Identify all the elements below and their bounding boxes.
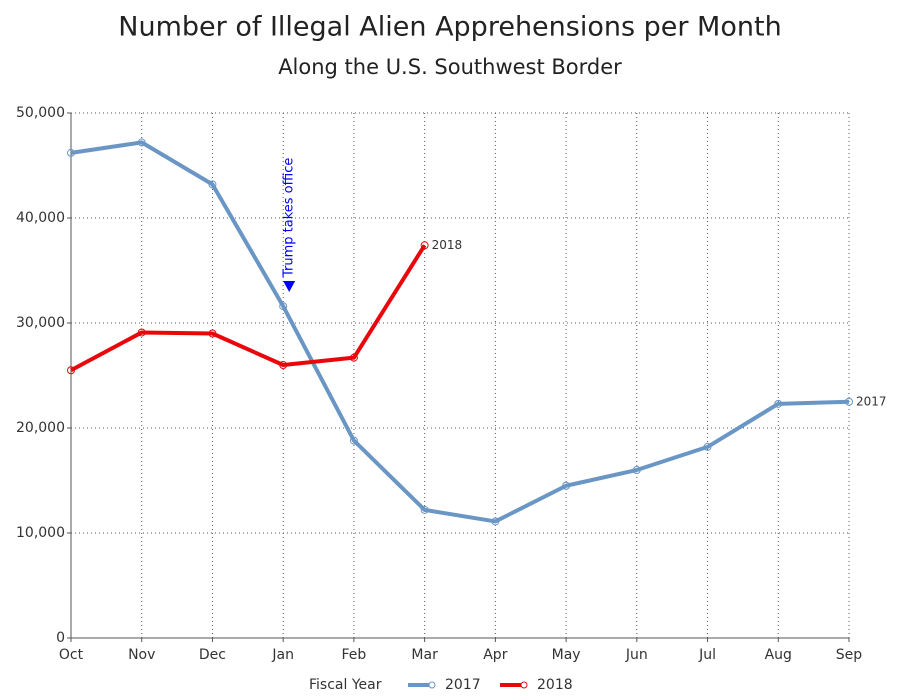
x-tick-label: Jan bbox=[271, 647, 294, 663]
x-tick-label: Nov bbox=[128, 647, 155, 663]
point-marker bbox=[279, 361, 288, 369]
point-marker bbox=[632, 466, 641, 474]
point-marker bbox=[491, 517, 500, 526]
series-end-label: 2018 bbox=[432, 238, 463, 252]
chart-title: Number of Illegal Alien Apprehensions pe… bbox=[118, 12, 781, 43]
point-marker bbox=[67, 148, 75, 157]
legend-label: 2018 bbox=[537, 677, 573, 693]
chart-subtitle: Along the U.S. Southwest Border bbox=[278, 55, 622, 79]
x-tick-label: Jun bbox=[625, 647, 648, 663]
point-marker bbox=[208, 180, 217, 189]
series-line bbox=[70, 244, 427, 373]
x-tick-label: May bbox=[552, 647, 581, 663]
point-marker bbox=[562, 481, 571, 490]
point-marker bbox=[349, 353, 358, 362]
x-tick-label: Dec bbox=[199, 647, 226, 663]
point-marker bbox=[137, 328, 146, 337]
point-marker bbox=[845, 397, 853, 406]
x-tick-label: Jul bbox=[698, 647, 716, 663]
y-tick-label: 20,000 bbox=[16, 420, 65, 436]
y-tick-label: 40,000 bbox=[16, 210, 65, 226]
point-marker bbox=[279, 302, 288, 311]
x-tick-label: Apr bbox=[483, 647, 507, 663]
point-marker bbox=[420, 241, 429, 250]
x-tick-label: Feb bbox=[342, 647, 367, 663]
point-marker bbox=[67, 366, 75, 375]
point-marker bbox=[774, 399, 783, 408]
y-tick-label: 10,000 bbox=[16, 525, 65, 541]
y-tick-label: 0 bbox=[56, 630, 65, 646]
x-tick-label: Aug bbox=[765, 647, 792, 663]
x-tick-label: Oct bbox=[59, 647, 84, 663]
series-end-label: 2017 bbox=[856, 394, 887, 408]
x-tick-label: Mar bbox=[411, 647, 438, 663]
point-marker bbox=[420, 505, 429, 514]
point-marker bbox=[349, 436, 358, 445]
annotation-text: Trump takes office bbox=[282, 158, 297, 278]
legend-title: Fiscal Year bbox=[309, 677, 382, 693]
annotation-arrow bbox=[283, 281, 296, 292]
legend-label: 2017 bbox=[445, 677, 481, 693]
point-marker bbox=[137, 138, 146, 147]
point-marker bbox=[208, 329, 217, 338]
y-tick-label: 50,000 bbox=[16, 105, 65, 121]
legend-marker bbox=[520, 681, 528, 689]
legend-marker bbox=[428, 681, 436, 689]
series-line bbox=[70, 140, 850, 524]
y-tick-label: 30,000 bbox=[16, 315, 65, 331]
x-tick-label: Sep bbox=[836, 647, 863, 663]
point-marker bbox=[703, 442, 712, 451]
